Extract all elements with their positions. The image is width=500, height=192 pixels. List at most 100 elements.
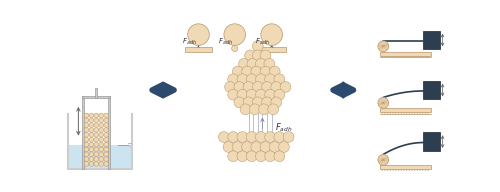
Circle shape: [99, 157, 103, 161]
Circle shape: [99, 118, 103, 123]
Bar: [424, 31, 440, 49]
Circle shape: [94, 142, 98, 147]
Circle shape: [256, 151, 266, 162]
Circle shape: [94, 147, 98, 152]
Circle shape: [247, 58, 258, 69]
Circle shape: [237, 89, 248, 100]
Circle shape: [99, 162, 103, 166]
Circle shape: [228, 151, 238, 162]
Circle shape: [89, 162, 94, 166]
Bar: [108, 96, 110, 169]
Circle shape: [232, 66, 243, 77]
Circle shape: [104, 162, 108, 166]
Circle shape: [228, 89, 238, 100]
Circle shape: [244, 50, 256, 61]
Circle shape: [242, 142, 252, 152]
Circle shape: [104, 152, 108, 156]
Circle shape: [260, 50, 271, 61]
Circle shape: [243, 82, 254, 92]
Circle shape: [84, 132, 89, 137]
Circle shape: [260, 142, 271, 152]
Circle shape: [240, 104, 251, 115]
Circle shape: [252, 97, 263, 108]
Text: $F_{adh}$: $F_{adh}$: [182, 37, 196, 47]
Circle shape: [280, 82, 291, 92]
Text: $F_{adh}$: $F_{adh}$: [218, 37, 233, 47]
Circle shape: [94, 132, 98, 137]
Circle shape: [237, 74, 248, 85]
Bar: [380, 52, 431, 55]
Circle shape: [188, 24, 210, 45]
Circle shape: [99, 128, 103, 132]
Circle shape: [84, 147, 89, 152]
Circle shape: [270, 66, 280, 77]
Circle shape: [84, 137, 89, 142]
Circle shape: [104, 157, 108, 161]
Circle shape: [99, 142, 103, 147]
Circle shape: [84, 152, 89, 156]
Circle shape: [94, 137, 98, 142]
Circle shape: [378, 41, 388, 52]
Circle shape: [89, 157, 94, 161]
Circle shape: [242, 66, 252, 77]
Circle shape: [232, 142, 243, 152]
Circle shape: [99, 137, 103, 142]
Circle shape: [262, 82, 272, 92]
Circle shape: [104, 118, 108, 123]
Circle shape: [250, 104, 260, 115]
Circle shape: [256, 74, 266, 85]
Circle shape: [84, 157, 89, 161]
Circle shape: [258, 104, 270, 115]
Circle shape: [262, 97, 272, 108]
Circle shape: [246, 89, 257, 100]
Circle shape: [238, 58, 250, 69]
Circle shape: [223, 142, 234, 152]
Bar: [82, 96, 110, 98]
Circle shape: [243, 97, 254, 108]
Bar: [380, 165, 431, 169]
Circle shape: [234, 82, 244, 92]
Circle shape: [89, 123, 94, 127]
Circle shape: [378, 97, 388, 108]
Circle shape: [278, 142, 289, 152]
Circle shape: [89, 147, 94, 152]
Circle shape: [89, 142, 94, 147]
Circle shape: [264, 74, 276, 85]
Circle shape: [84, 128, 89, 132]
Circle shape: [89, 132, 94, 137]
Circle shape: [218, 132, 230, 142]
Circle shape: [99, 152, 103, 156]
Circle shape: [99, 113, 103, 118]
Circle shape: [89, 128, 94, 132]
Circle shape: [264, 58, 274, 69]
Circle shape: [256, 132, 266, 142]
Circle shape: [234, 97, 244, 108]
Circle shape: [261, 24, 282, 45]
Circle shape: [94, 113, 98, 118]
Circle shape: [99, 123, 103, 127]
Circle shape: [237, 151, 248, 162]
Circle shape: [94, 152, 98, 156]
Circle shape: [94, 128, 98, 132]
Circle shape: [99, 147, 103, 152]
Circle shape: [274, 151, 284, 162]
Circle shape: [256, 58, 266, 69]
Circle shape: [104, 113, 108, 118]
Circle shape: [378, 154, 388, 165]
Bar: [184, 47, 212, 51]
Circle shape: [84, 162, 89, 166]
Circle shape: [246, 132, 257, 142]
Circle shape: [84, 142, 89, 147]
Circle shape: [232, 45, 238, 51]
Circle shape: [274, 74, 284, 85]
Circle shape: [274, 89, 284, 100]
Circle shape: [270, 142, 280, 152]
Bar: [69, 146, 130, 169]
Circle shape: [264, 151, 276, 162]
Circle shape: [94, 123, 98, 127]
Circle shape: [264, 89, 276, 100]
Circle shape: [228, 74, 238, 85]
Circle shape: [251, 66, 262, 77]
Circle shape: [84, 123, 89, 127]
Circle shape: [84, 118, 89, 123]
